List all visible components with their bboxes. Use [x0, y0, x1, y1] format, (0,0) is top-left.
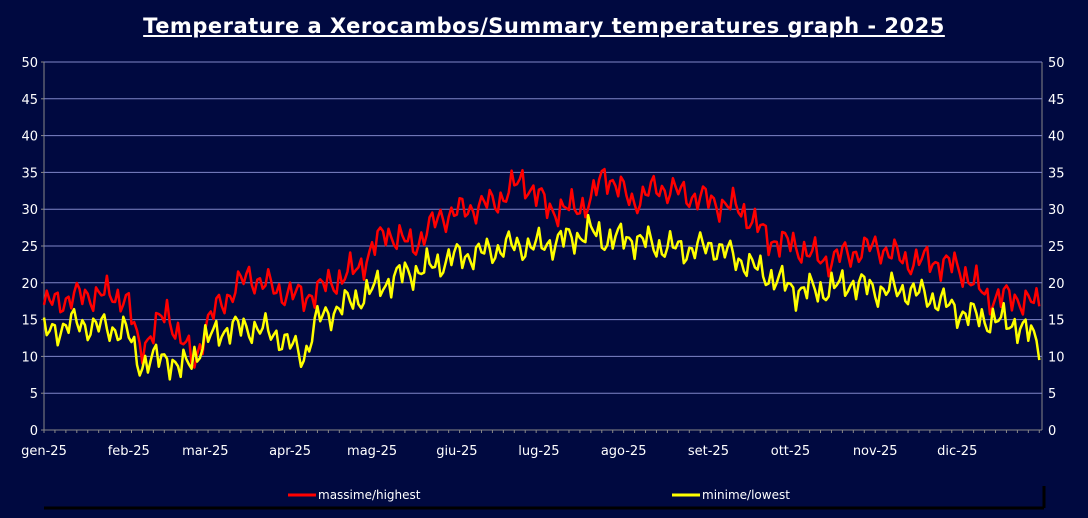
y-tick-right-0: 0 [1048, 424, 1056, 439]
y-tick-right-30: 30 [1048, 203, 1065, 218]
y-tick-left-25: 25 [21, 240, 38, 255]
y-tick-right-20: 20 [1048, 277, 1065, 292]
y-tick-left-40: 40 [21, 130, 38, 145]
y-tick-right-50: 50 [1048, 56, 1065, 71]
x-tick-feb-25: feb-25 [108, 444, 150, 459]
y-tick-left-0: 0 [30, 424, 38, 439]
y-tick-left-15: 15 [21, 314, 38, 329]
series-line-highest [42, 167, 1041, 369]
y-tick-right-25: 25 [1048, 240, 1065, 255]
y-tick-left-30: 30 [21, 203, 38, 218]
x-tick-ago-25: ago-25 [601, 444, 647, 459]
y-tick-left-35: 35 [21, 166, 38, 181]
y-tick-right-5: 5 [1048, 387, 1056, 402]
chart-title: Temperature a Xerocambos/Summary tempera… [143, 14, 945, 38]
y-tick-left-5: 5 [30, 387, 38, 402]
x-tick-gen-25: gen-25 [21, 444, 67, 459]
x-tick-mar-25: mar-25 [182, 444, 228, 459]
x-tick-ott-25: ott-25 [771, 444, 810, 459]
y-tick-left-50: 50 [21, 56, 38, 71]
x-tick-apr-25: apr-25 [269, 444, 311, 459]
series-line-lowest [42, 213, 1041, 381]
legend-label-lowest: minime/lowest [702, 488, 790, 502]
x-tick-giu-25: giu-25 [436, 444, 477, 459]
y-tick-right-10: 10 [1048, 350, 1065, 365]
y-tick-right-35: 35 [1048, 166, 1065, 181]
y-tick-right-45: 45 [1048, 93, 1065, 108]
x-tick-dic-25: dic-25 [937, 444, 977, 459]
x-tick-nov-25: nov-25 [853, 444, 898, 459]
y-tick-left-45: 45 [21, 93, 38, 108]
y-tick-right-40: 40 [1048, 130, 1065, 145]
y-tick-left-10: 10 [21, 350, 38, 365]
x-tick-mag-25: mag-25 [347, 444, 397, 459]
y-tick-right-15: 15 [1048, 314, 1065, 329]
x-tick-set-25: set-25 [688, 444, 729, 459]
legend-label-highest: massime/highest [318, 488, 421, 502]
y-tick-left-20: 20 [21, 277, 38, 292]
x-tick-lug-25: lug-25 [518, 444, 559, 459]
